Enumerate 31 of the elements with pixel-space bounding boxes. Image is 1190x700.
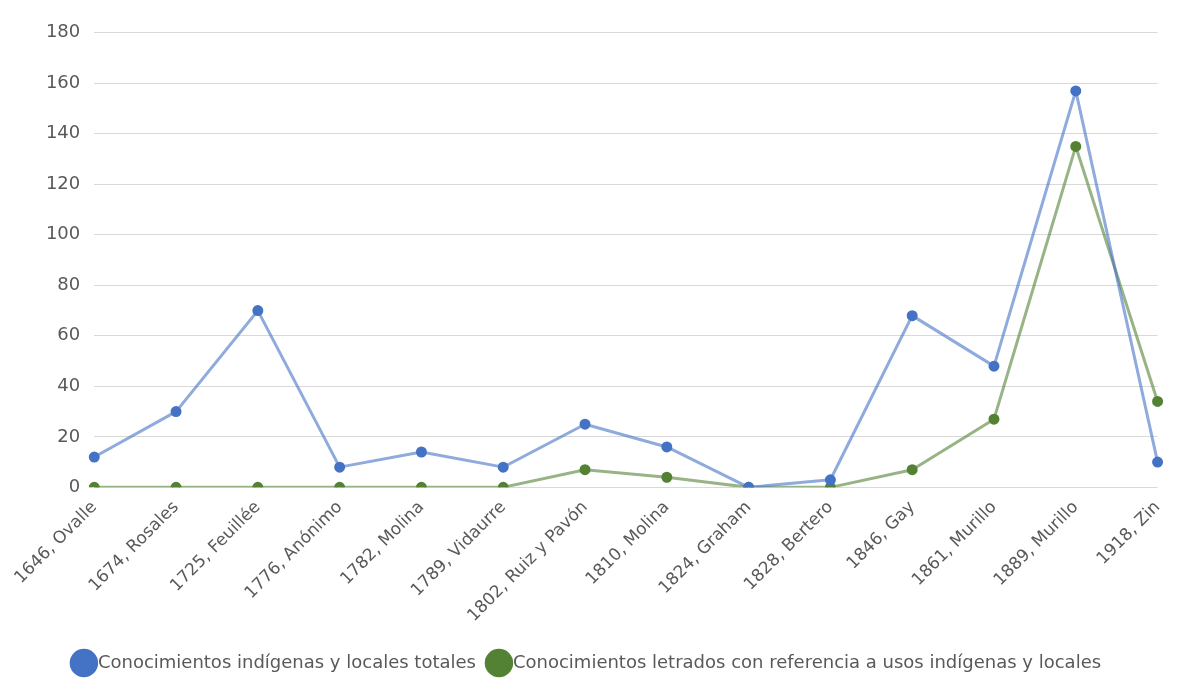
y-tick-label: 0 bbox=[68, 475, 81, 497]
y-tick-label: 160 bbox=[45, 70, 81, 92]
y-tick-label: 180 bbox=[45, 20, 81, 42]
point bbox=[988, 360, 1000, 372]
y-tick-label: 40 bbox=[57, 374, 81, 395]
point bbox=[661, 441, 673, 453]
point bbox=[170, 406, 182, 418]
point bbox=[1070, 140, 1082, 152]
point bbox=[334, 461, 346, 473]
y-tick-label: 60 bbox=[57, 323, 81, 345]
point bbox=[906, 464, 918, 476]
point bbox=[988, 413, 1000, 425]
point bbox=[579, 418, 591, 430]
point bbox=[1070, 85, 1082, 97]
legend-label: Conocimientos indígenas y locales totales bbox=[97, 650, 476, 672]
point bbox=[661, 471, 673, 483]
point bbox=[1152, 395, 1164, 407]
y-tick-label: 120 bbox=[45, 171, 81, 193]
point bbox=[579, 464, 591, 476]
y-tick-label: 100 bbox=[45, 222, 81, 244]
point bbox=[497, 461, 509, 473]
point bbox=[906, 310, 918, 322]
point bbox=[252, 305, 264, 317]
point bbox=[1152, 456, 1164, 468]
y-tick-label: 20 bbox=[57, 424, 81, 446]
y-tick-label: 80 bbox=[57, 273, 81, 294]
y-tick-label: 140 bbox=[45, 121, 81, 143]
point bbox=[415, 446, 427, 458]
point bbox=[88, 451, 100, 463]
legend-label: Conocimientos letrados con referencia a usos indígenas y locales bbox=[512, 650, 1102, 672]
point bbox=[824, 474, 836, 486]
